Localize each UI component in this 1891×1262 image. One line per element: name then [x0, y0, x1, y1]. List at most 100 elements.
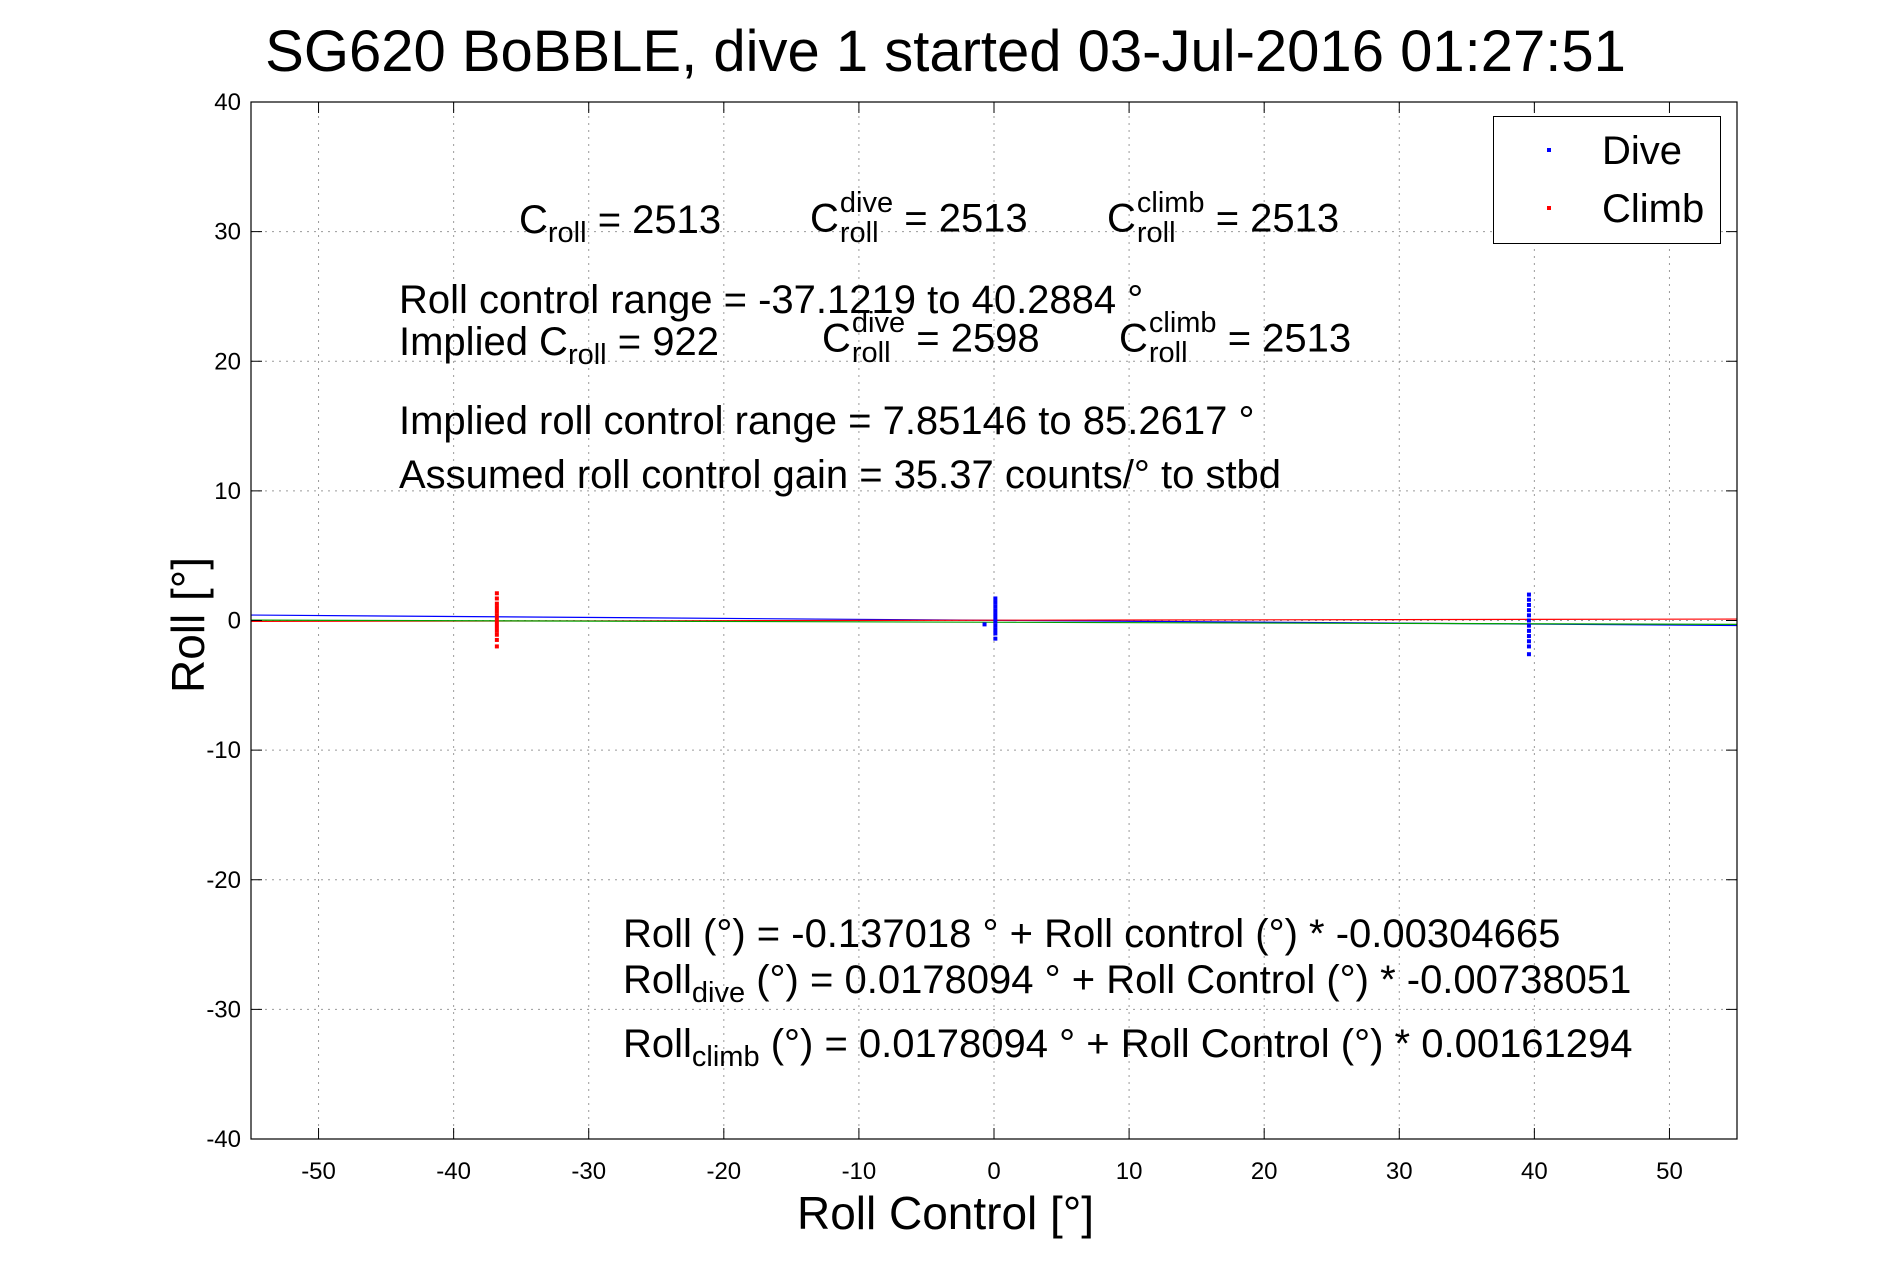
data-point-climb	[494, 617, 499, 622]
data-point-dive	[1526, 597, 1531, 602]
x-tick-label: -10	[842, 1158, 877, 1185]
implied-c-climb-symbol: C	[1119, 316, 1148, 361]
x-tick-label: 20	[1251, 1158, 1278, 1185]
x-tick-label: -20	[706, 1158, 741, 1185]
implied-c-dive-superscript: dive	[851, 307, 906, 339]
implied-c-roll-value: = 922	[617, 320, 719, 364]
c-roll-dive-value: = 2513	[904, 196, 1028, 241]
eq-dive-subscript: dive	[691, 977, 746, 1009]
data-point-dive	[1526, 623, 1531, 628]
implied-c-roll-label: Implied C	[399, 320, 568, 364]
data-point-dive	[993, 627, 998, 632]
implied-c-dive-value: = 2598	[916, 316, 1040, 361]
annotation-c-roll: Croll = 2513	[519, 198, 722, 248]
x-tick-label: 0	[987, 1158, 1000, 1185]
legend: Dive Climb	[1493, 116, 1721, 244]
data-point-climb	[494, 628, 499, 633]
annotation-fit-equation: Roll (°) = -0.137018 ° + Roll control (°…	[623, 912, 1561, 956]
y-tick-label: 10	[214, 478, 241, 505]
tick-labels: -50 -40 -30 -20 -10 0 10 20 30 40 50 -40 -30 -20 -10 0 1…	[206, 89, 1682, 1185]
data-point-dive	[993, 600, 998, 605]
data-point-climb	[494, 637, 499, 642]
x-tick-label: 30	[1386, 1158, 1413, 1185]
x-axis-label: Roll Control [°]	[796, 1187, 1095, 1239]
axes	[250, 101, 1738, 1140]
data-point-dive	[1526, 592, 1531, 597]
data-point-climb	[494, 632, 499, 637]
data-point-climb	[494, 609, 499, 614]
x-tick-label: -30	[571, 1158, 606, 1185]
x-tick-label: 40	[1521, 1158, 1548, 1185]
annotation-implied-c-roll: Implied Croll = 922	[399, 320, 719, 370]
implied-c-dive-subscript: roll	[851, 337, 891, 370]
c-roll-climb-subscript: roll	[1136, 217, 1176, 250]
data-point-dive	[1526, 602, 1531, 607]
data-point-dive	[1526, 652, 1531, 657]
legend-item-climb: Climb	[1494, 183, 1720, 233]
data-point-climb	[494, 613, 499, 618]
data-point-dive	[993, 623, 998, 628]
data-point-climb	[494, 601, 499, 606]
data-point-dive	[993, 604, 998, 609]
x-tick-label: 50	[1656, 1158, 1683, 1185]
c-roll-dive-symbol: C	[810, 196, 839, 241]
implied-c-climb-superscript: climb	[1148, 307, 1217, 339]
c-roll-value: = 2513	[597, 198, 722, 242]
legend-label-climb: Climb	[1602, 187, 1705, 231]
x-tick-label: 10	[1116, 1158, 1143, 1185]
data-points	[494, 591, 1531, 657]
legend-item-dive: Dive	[1494, 125, 1720, 175]
data-point-dive	[1526, 618, 1531, 623]
data-point-dive	[993, 615, 998, 620]
annotation-implied-range: Implied roll control range = 7.85146 to …	[399, 399, 1255, 443]
c-roll-dive-subscript: roll	[839, 217, 879, 250]
c-roll-climb-symbol: C	[1107, 196, 1136, 241]
data-point-climb	[494, 644, 499, 649]
legend-label-dive: Dive	[1602, 129, 1683, 173]
implied-c-roll-subscript: roll	[567, 339, 607, 371]
data-point-dive	[993, 608, 998, 613]
data-point-dive	[993, 612, 998, 617]
data-point-dive	[1526, 628, 1531, 633]
data-point-dive	[993, 631, 998, 636]
chart-title: SG620 BoBBLE, dive 1 started 03-Jul-2016…	[265, 19, 1626, 84]
data-point-dive	[1526, 644, 1531, 649]
data-point-dive	[982, 622, 987, 627]
data-point-climb	[494, 605, 499, 610]
eq-climb-rest: (°) = 0.0178094 ° + Roll Control (°) * 0…	[770, 1022, 1633, 1066]
c-roll-climb-value: = 2513	[1215, 196, 1340, 241]
y-tick-label: 40	[214, 89, 241, 116]
c-roll-symbol: C	[519, 198, 548, 242]
annotation-fit-equation-climb: Rollclimb (°) = 0.0178094 ° + Roll Contr…	[623, 1022, 1633, 1072]
annotation-roll-control-range: Roll control range = -37.1219 to 40.2884…	[399, 278, 1144, 322]
y-tick-label: -30	[206, 996, 241, 1023]
eq-climb-subscript: climb	[691, 1041, 760, 1073]
implied-c-dive-symbol: C	[822, 316, 851, 361]
data-point-dive	[1526, 634, 1531, 639]
data-point-dive	[993, 636, 998, 641]
data-point-dive	[1526, 639, 1531, 644]
y-tick-label: 20	[214, 348, 241, 375]
eq-dive-roll: Roll	[623, 958, 692, 1002]
y-tick-label: 0	[228, 608, 241, 635]
x-tick-label: -50	[301, 1158, 336, 1185]
implied-c-climb-value: = 2513	[1227, 316, 1352, 361]
data-point-dive	[1526, 608, 1531, 613]
data-point-climb	[494, 596, 499, 601]
x-tick-label: -40	[436, 1158, 471, 1185]
implied-c-climb-subscript: roll	[1148, 337, 1188, 370]
data-point-climb	[494, 624, 499, 629]
y-tick-label: 30	[214, 219, 241, 246]
data-point-dive	[993, 619, 998, 624]
c-roll-subscript: roll	[547, 217, 587, 249]
c-roll-climb-superscript: climb	[1136, 187, 1205, 219]
y-tick-label: -20	[206, 867, 241, 894]
legend-marker-climb	[1547, 206, 1551, 210]
y-tick-label: -10	[206, 737, 241, 764]
c-roll-dive-superscript: dive	[839, 187, 894, 219]
